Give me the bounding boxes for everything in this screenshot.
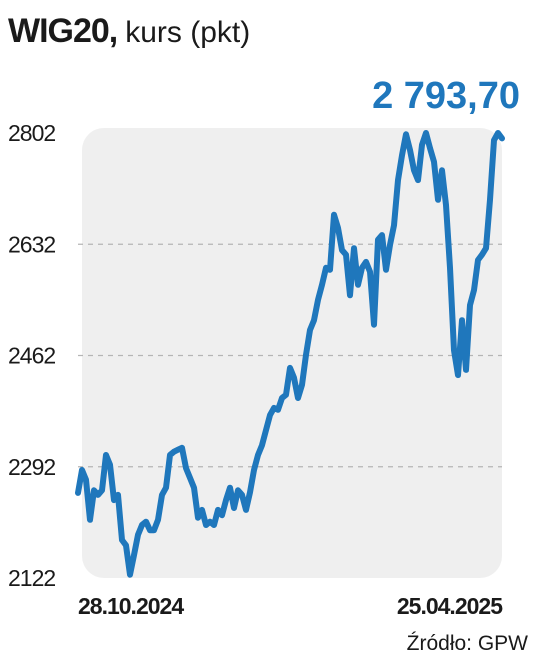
y-tick-label: 2462 (8, 343, 55, 369)
y-tick-label: 2632 (8, 231, 55, 257)
title-main: WIG20, (8, 12, 117, 50)
chart-title: WIG20, kurs (pkt) (8, 12, 250, 50)
y-tick-label: 2292 (8, 454, 55, 480)
y-tick-label: 2122 (8, 565, 55, 591)
y-tick-label: 2802 (8, 120, 55, 146)
price-line (75, 130, 505, 578)
value-label: 2 793,70 (372, 75, 520, 117)
x-tick-label: 25.04.2025 (397, 593, 503, 619)
x-tick-label: 28.10.2024 (78, 593, 184, 619)
source: Źródło: GPW (407, 632, 529, 655)
title-unit: kurs (pkt) (125, 16, 250, 49)
